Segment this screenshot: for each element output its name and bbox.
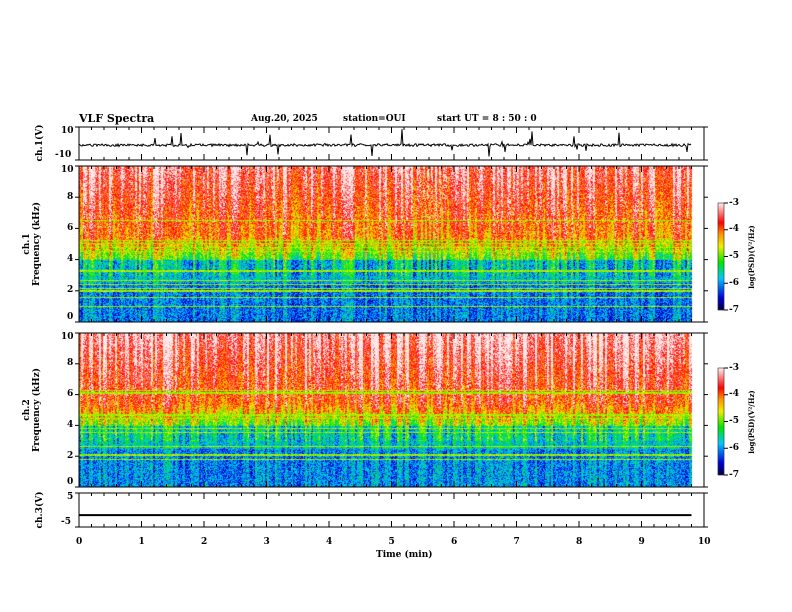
colorbar-tick-label: -6 (729, 442, 739, 453)
ch1-label: ch.1 (22, 233, 32, 255)
colorbar-tick-label: -3 (729, 362, 739, 373)
y-tick-label: 0 (67, 312, 74, 322)
colorbar-tick-label: -5 (729, 251, 739, 261)
x-tick-label: 6 (451, 537, 458, 547)
y-tick-label: 10 (61, 165, 74, 175)
y-tick-label: 8 (67, 191, 74, 202)
colorbar-tick-label: -7 (729, 304, 739, 315)
y-tick-label: 4 (67, 254, 74, 265)
station-label: station=OUI (343, 114, 406, 124)
ch3-ylabel: ch.3(V) (35, 491, 45, 529)
panel-frame (78, 165, 705, 323)
colorbar-tick-label: -5 (729, 416, 739, 426)
x-tick-label: 0 (76, 537, 83, 547)
colorbar-tick-label: -3 (729, 197, 739, 208)
y-tick-label: 10 (61, 332, 74, 342)
x-tick-label: 7 (513, 537, 520, 547)
colorbar-tick-label: -7 (729, 469, 739, 480)
ch2-label: ch.2 (22, 399, 32, 421)
date-label: Aug.20, 2025 (251, 114, 318, 124)
y-tick-label: 8 (67, 358, 74, 369)
y-tick-label: 4 (67, 419, 74, 430)
y-tick-label: 2 (67, 450, 74, 461)
x-tick-label: 3 (263, 537, 270, 547)
x-tick-label: 8 (576, 537, 583, 547)
x-axis-label: Time (min) (376, 550, 433, 560)
freq-label: Frequency (kHz) (32, 368, 42, 453)
y-tick-label: 5 (67, 492, 74, 502)
x-tick-label: 2 (201, 537, 208, 547)
x-tick-label: 5 (388, 537, 395, 547)
ch1-ylabel: ch.1(V) (35, 124, 45, 162)
colorbar-frame (717, 202, 725, 311)
y-tick-label: 6 (67, 222, 74, 233)
y-tick-label: -5 (61, 517, 71, 527)
colorbar-tick-label: -4 (729, 224, 739, 235)
ch1-freq-ylabel: ch.1 Frequency (kHz) (22, 194, 42, 294)
y-tick-label: -10 (55, 150, 72, 160)
start-time-label: start UT = 8 : 50 : 0 (437, 114, 537, 124)
x-tick-label: 9 (638, 537, 645, 547)
colorbar1-label: log(PSD)(V²/Hz) (747, 225, 756, 289)
y-tick-label: 0 (67, 477, 74, 487)
ch2-freq-ylabel: ch.2 Frequency (kHz) (22, 360, 42, 460)
colorbar2-label: log(PSD)(V²/Hz) (747, 390, 756, 454)
figure-title: VLF Spectra (79, 112, 155, 125)
ch1-waveform-line (78, 129, 692, 157)
panel-frame (78, 332, 705, 488)
x-tick-label: 4 (326, 537, 333, 547)
x-tick-label: 1 (138, 537, 145, 547)
colorbar-tick-label: -6 (729, 277, 739, 288)
freq-label: Frequency (kHz) (32, 202, 42, 287)
x-tick-label: 10 (698, 537, 711, 547)
y-tick-label: 6 (67, 389, 74, 400)
colorbar-tick-label: -4 (729, 389, 739, 400)
y-tick-label: 2 (67, 285, 74, 296)
y-tick-label: 10 (61, 126, 74, 136)
colorbar-frame (717, 367, 725, 476)
